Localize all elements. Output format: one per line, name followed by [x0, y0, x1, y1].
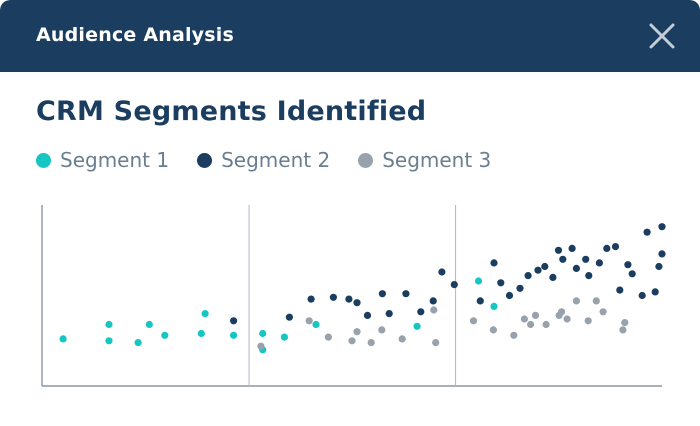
legend-marker-3 [358, 152, 374, 168]
segment-3-point-14 [520, 315, 529, 323]
segment-3-point-11 [469, 317, 478, 325]
segment-1-point-2 [105, 320, 113, 329]
segment-2-point-25 [559, 255, 567, 263]
segment-2-point-34 [624, 261, 632, 269]
segment-3-point-26 [621, 319, 629, 327]
legend-label-3: Segment 3 [382, 148, 492, 172]
segment-2-point-40 [658, 250, 666, 258]
segment-3-point-20 [563, 315, 571, 323]
close-icon[interactable] [646, 20, 678, 52]
chart-legend: Segment 1 Segment 2 Segment 3 [36, 148, 519, 172]
segment-3-point-12 [489, 326, 497, 334]
segment-2-point-18 [505, 291, 514, 300]
segment-2-point-36 [638, 291, 646, 300]
legend-label-2: Segment 2 [221, 148, 331, 172]
segment-2-point-35 [628, 270, 636, 278]
segment-1-point-8 [201, 310, 209, 318]
segment-3-point-19 [558, 308, 566, 316]
segment-1-point-1 [59, 335, 67, 343]
segment-1-point-13 [312, 320, 320, 329]
segment-2-point-5 [345, 295, 353, 303]
segment-2-point-33 [616, 286, 624, 294]
segment-2-point-15 [476, 297, 484, 305]
card-header: Audience Analysis [0, 0, 700, 72]
segment-2-point-2 [285, 313, 293, 321]
segment-1-point-6 [161, 331, 169, 339]
segment-2-point-39 [655, 262, 663, 271]
segment-3-point-4 [348, 337, 356, 345]
segment-3-point-10 [432, 339, 440, 347]
card-title: Audience Analysis [36, 24, 235, 46]
segment-2-point-8 [378, 290, 386, 298]
segment-3-point-24 [599, 308, 607, 316]
segment-2-point-9 [385, 310, 393, 318]
segment-3-point-17 [542, 320, 550, 329]
segment-2-point-7 [363, 311, 372, 319]
segment-2-point-14 [450, 281, 458, 289]
legend-marker-1 [36, 152, 51, 168]
segment-3-point-6 [367, 339, 375, 347]
segment-1-point-14 [413, 322, 421, 330]
segment-2-point-16 [490, 259, 498, 267]
segment-2-point-37 [643, 228, 651, 236]
legend-marker-2 [197, 152, 213, 168]
segment-3-point-21 [572, 297, 581, 305]
segment-1-point-16 [490, 302, 498, 310]
segment-2-point-11 [417, 308, 425, 316]
segment-2-point-23 [549, 273, 557, 281]
segment-2-point-10 [402, 290, 410, 298]
segment-2-point-22 [541, 262, 549, 271]
section-heading: CRM Segments Identified [36, 96, 427, 127]
segment-2-point-17 [497, 279, 505, 287]
segment-1-point-10 [259, 329, 267, 338]
segment-3-point-22 [584, 317, 592, 325]
segment-2-point-32 [611, 243, 620, 251]
segment-3-point-13 [510, 331, 518, 339]
segment-1-point-12 [280, 333, 288, 341]
segment-3-point-16 [531, 311, 540, 319]
legend-label-1: Segment 1 [60, 148, 170, 172]
segment-3-point-8 [398, 335, 406, 343]
segment-3-point-15 [527, 320, 535, 329]
legend-item-1: Segment 1 [36, 148, 169, 172]
segment-2-point-12 [429, 297, 437, 305]
segment-3-point-23 [592, 297, 600, 305]
segment-1-point-7 [197, 329, 205, 338]
legend-item-2: Segment 2 [197, 148, 330, 172]
segment-3-point-5 [353, 328, 361, 336]
segment-2-point-19 [516, 284, 524, 292]
segment-2-point-21 [534, 266, 542, 274]
segment-3-point-9 [430, 306, 438, 314]
segment-1-point-9 [230, 331, 238, 339]
segment-1-point-15 [474, 277, 483, 285]
segment-3-point-1 [257, 342, 265, 350]
segment-2-point-31 [603, 244, 611, 252]
segment-3-point-2 [305, 317, 313, 325]
legend-item-3: Segment 3 [358, 148, 491, 172]
segment-3-point-25 [619, 326, 627, 334]
segment-2-point-13 [438, 268, 446, 276]
segment-1-point-4 [134, 339, 142, 347]
segment-2-point-41 [658, 223, 666, 231]
segment-2-point-6 [353, 299, 361, 307]
segment-2-point-27 [572, 264, 581, 272]
segment-2-point-28 [582, 255, 590, 263]
segment-2-point-20 [524, 272, 532, 280]
segment-2-point-38 [651, 288, 659, 296]
segment-2-point-24 [554, 246, 563, 254]
segment-2-point-29 [585, 272, 593, 280]
segment-1-point-3 [105, 337, 113, 345]
segment-2-point-3 [307, 295, 315, 303]
segment-2-point-4 [329, 293, 337, 301]
segment-2-point-1 [230, 317, 238, 325]
segment-3-point-7 [378, 326, 386, 334]
segment-1-point-5 [145, 320, 153, 329]
segment-2-point-26 [568, 244, 576, 252]
segment-2-point-30 [595, 259, 604, 267]
segment-3-point-3 [324, 333, 332, 341]
